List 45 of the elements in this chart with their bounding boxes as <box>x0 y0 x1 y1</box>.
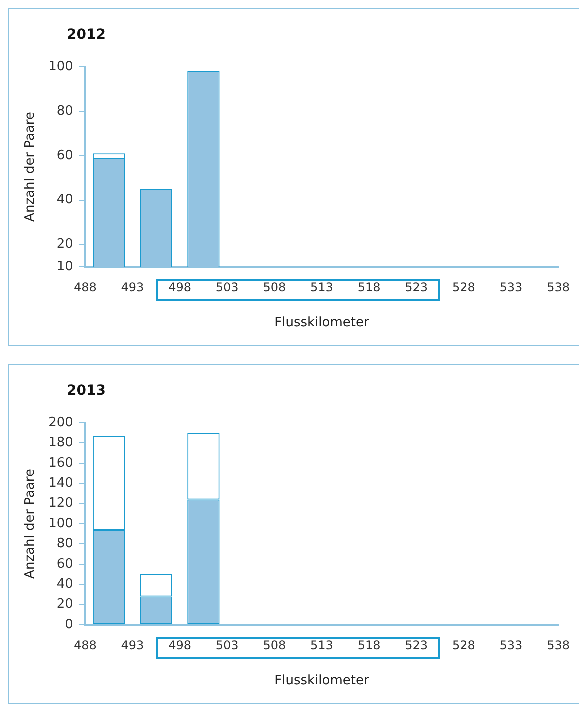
y-tick-label: 120 <box>48 496 74 512</box>
chart-title: 2012 <box>67 27 106 43</box>
x-tick-label: 488 <box>74 280 97 294</box>
y-tick-label: 180 <box>48 436 74 451</box>
x-tick-label: 508 <box>263 638 286 652</box>
x-tick-label: 523 <box>405 638 428 652</box>
y-tick-label: 100 <box>48 59 74 74</box>
y-tick-label: 80 <box>56 104 74 119</box>
x-tick-label: 508 <box>263 280 286 294</box>
x-tick-label: 493 <box>121 638 144 652</box>
x-tick-label: 518 <box>358 280 381 294</box>
x-tick-label: 538 <box>547 280 570 294</box>
y-tick-label: 200 <box>48 415 74 430</box>
x-tick-label: 533 <box>500 280 523 294</box>
y-tick-label: 100 <box>48 516 74 532</box>
x-tick-label: 488 <box>74 638 97 652</box>
chart-title: 2013 <box>67 383 106 399</box>
y-axis-title: Anzahl der Paare <box>23 469 38 579</box>
x-tick-label: 503 <box>216 638 239 652</box>
y-tick-label: 20 <box>56 597 74 612</box>
x-tick-label: 538 <box>547 638 570 652</box>
x-tick-label: 513 <box>310 638 334 652</box>
y-tick-label: 40 <box>56 576 74 592</box>
x-tick-label: 498 <box>168 638 192 652</box>
x-axis-title: Flusskilometer <box>274 316 370 331</box>
x-tick-label: 518 <box>358 638 381 652</box>
x-tick-label: 528 <box>452 638 476 652</box>
y-tick-label: 140 <box>48 476 74 491</box>
y-axis-title: Anzahl der Paare <box>23 112 38 222</box>
y-tick-label: 60 <box>56 148 74 164</box>
x-tick-label: 498 <box>168 280 192 294</box>
x-tick-label: 533 <box>500 638 523 652</box>
y-tick-label: 10 <box>56 259 74 274</box>
x-tick-label: 513 <box>310 280 334 294</box>
x-tick-label: 493 <box>121 280 144 294</box>
y-tick-label: 20 <box>56 237 74 252</box>
y-tick-label: 160 <box>48 456 74 471</box>
y-tick-label: 80 <box>56 536 74 552</box>
y-tick-label: 0 <box>65 617 74 632</box>
x-tick-label: 523 <box>405 280 428 294</box>
x-axis-title: Flusskilometer <box>274 674 370 689</box>
y-tick-label: 40 <box>56 192 74 208</box>
x-tick-label: 503 <box>216 280 239 294</box>
x-tick-label: 528 <box>452 280 476 294</box>
y-tick-label: 60 <box>56 556 74 572</box>
